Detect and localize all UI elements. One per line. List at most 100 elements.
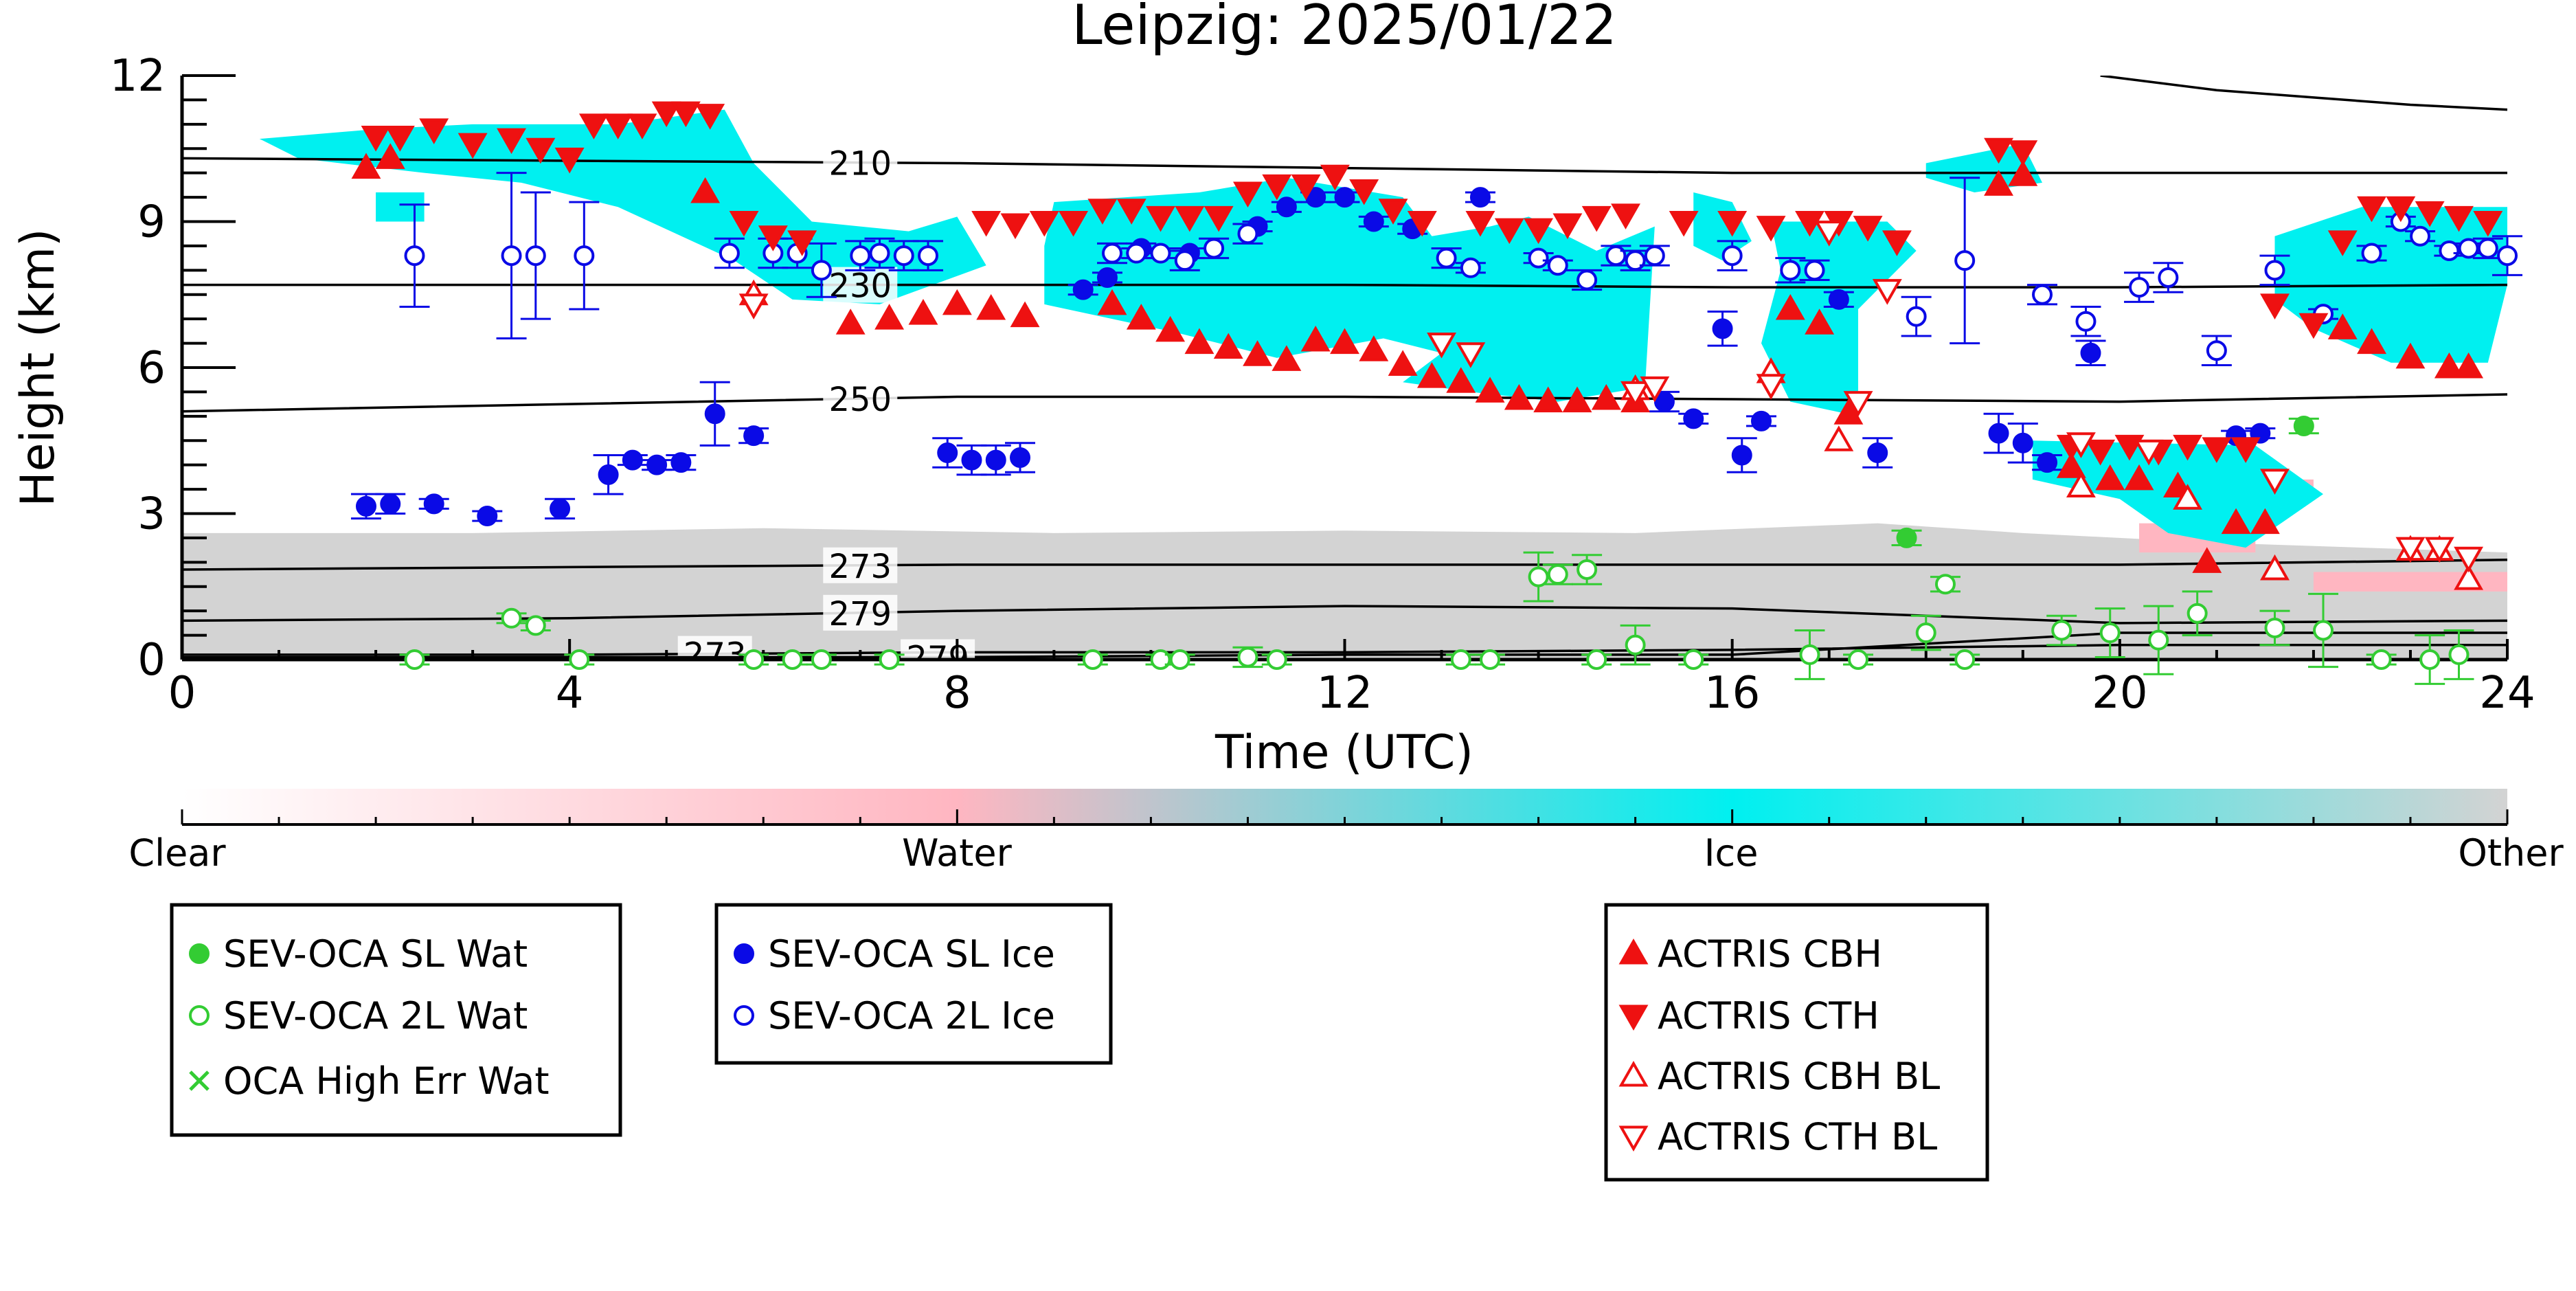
data-point [2361, 243, 2382, 264]
axes: 0 4 8 12 16 20 24 0 3 6 9 12 [110, 51, 2535, 719]
data-point [2264, 617, 2285, 638]
data-point [2439, 240, 2460, 261]
data-point [651, 101, 681, 128]
chart-title: Leipzig: 2025/01/22 [1072, 0, 1617, 57]
marker-layer [350, 101, 2522, 685]
data-point [690, 177, 721, 203]
colorbar-label-water: Water [902, 831, 1012, 875]
data-point [1591, 384, 1621, 410]
data-point [2454, 564, 2484, 590]
data-point [1300, 326, 1331, 352]
data-point [2386, 196, 2416, 223]
data-point [375, 143, 405, 169]
data-point [1653, 391, 1675, 412]
data-point [2037, 452, 2058, 473]
data-point [1169, 649, 1190, 670]
series-actris-cth-bl [738, 221, 2484, 573]
legend-symbol [189, 943, 210, 964]
data-point [1750, 410, 1772, 431]
data-point [811, 649, 832, 670]
y-tick-label: 3 [137, 489, 166, 540]
data-point [1853, 216, 1883, 242]
data-point [1436, 247, 1457, 269]
data-point [1059, 211, 1089, 237]
data-point [1276, 197, 1297, 218]
y-tick-label: 9 [137, 197, 166, 248]
data-point [1620, 381, 1651, 407]
data-point [1547, 564, 1568, 585]
data-point [1799, 644, 1820, 665]
data-point [869, 243, 890, 264]
data-point [1378, 199, 1408, 225]
data-point [743, 649, 765, 670]
data-point [2327, 230, 2358, 256]
data-point [2395, 537, 2426, 563]
data-point [942, 289, 972, 315]
data-point [2250, 508, 2280, 535]
data-point [1528, 566, 1549, 587]
data-point [2458, 238, 2479, 259]
data-point [2424, 537, 2454, 563]
contour-label-bg [823, 381, 898, 417]
legend-symbol [1618, 938, 1649, 965]
data-point [2066, 432, 2096, 458]
data-point [1427, 333, 1456, 359]
cloud-mask-ice [1693, 192, 1752, 261]
data-point [1775, 293, 1805, 320]
data-point [1896, 527, 1917, 548]
data-point [1780, 260, 1801, 281]
legend-label-sev-oca-2l-ice: SEV-OCA 2L Ice [768, 994, 1055, 1037]
data-point [1625, 250, 1646, 271]
data-point [758, 225, 788, 251]
data-point [1097, 289, 1127, 315]
x-axis-label: Time (UTC) [1214, 726, 1473, 780]
data-point [2173, 484, 2203, 510]
data-point [1867, 442, 1888, 463]
data-point [1504, 384, 1534, 410]
legend-label-sev-oca-sl-wat: SEV-OCA SL Wat [223, 932, 528, 976]
data-point [985, 449, 1006, 471]
data-point [361, 126, 391, 152]
data-point [598, 464, 619, 485]
data-point [729, 211, 759, 237]
data-point [497, 128, 526, 155]
data-point [2357, 196, 2386, 223]
legend-label-sev-oca-2l-wat: SEV-OCA 2L Wat [223, 994, 528, 1037]
contour-line [182, 559, 2507, 571]
data-point [554, 147, 585, 174]
data-point [457, 133, 488, 159]
legend-water: SEV-OCA SL Wat SEV-OCA 2L Wat OCA High E… [170, 903, 622, 1137]
data-point [2298, 313, 2329, 339]
data-point [2313, 620, 2334, 641]
data-point [2477, 238, 2498, 259]
data-point [1882, 230, 1912, 256]
data-point [1072, 279, 1094, 300]
x-tick-label: 24 [2479, 668, 2535, 719]
cloud-mask-ice [376, 192, 425, 222]
data-point [937, 442, 958, 463]
legend-marker-sev-oca-sl-ice [734, 943, 754, 964]
data-point [738, 293, 769, 319]
data-point [1266, 649, 1287, 670]
data-point [976, 293, 1006, 320]
data-point [743, 425, 765, 447]
legend-box [714, 903, 1113, 1065]
contour-label-bg [823, 547, 898, 583]
data-point [380, 493, 401, 515]
data-point [1984, 137, 2013, 164]
data-point [670, 452, 692, 473]
cloud-mask-ice [1044, 177, 1655, 402]
data-point [1712, 318, 1733, 339]
data-point [2410, 225, 2431, 247]
series-sev-oca-2l-wat [399, 551, 2474, 685]
data-point [1363, 211, 1384, 232]
data-point [1528, 247, 1549, 269]
data-point [385, 126, 415, 152]
data-point [1204, 205, 1234, 232]
contour-label: 279 [828, 595, 892, 633]
data-point [2454, 546, 2484, 573]
data-point [1082, 649, 1103, 670]
data-point [501, 607, 522, 629]
data-point [1644, 245, 1665, 267]
